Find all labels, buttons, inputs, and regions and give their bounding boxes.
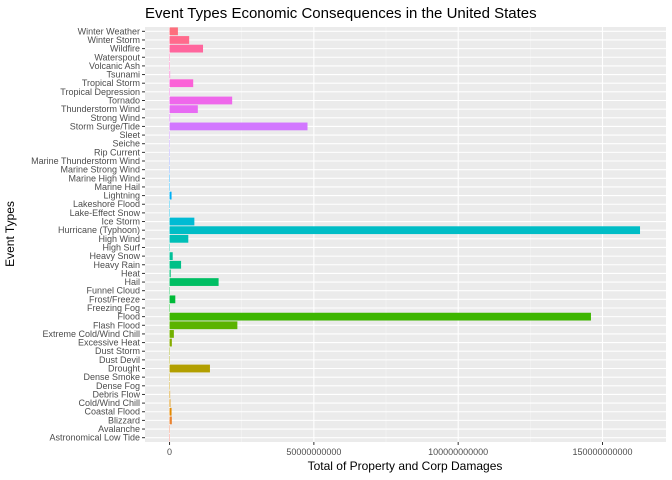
bar-wildfire — [169, 44, 204, 53]
y-tick-label: Heavy Rain — [93, 260, 140, 270]
y-tick-label: Freezing Fog — [87, 303, 140, 313]
y-tick-label: Marine High Wind — [68, 173, 140, 183]
bar-winter-storm — [169, 36, 190, 44]
bar-flood — [169, 312, 591, 321]
bar-lightning — [169, 191, 172, 200]
y-tick-label: Strong Wind — [90, 113, 140, 123]
y-tick-label: Wildfire — [110, 44, 140, 54]
y-tick-label: Heavy Snow — [89, 251, 140, 261]
y-tick-label: Frost/Freeze — [89, 294, 140, 304]
bar-tornado — [169, 96, 233, 105]
bar-hail — [169, 278, 219, 286]
y-tick-label: Marine Strong Wind — [60, 165, 140, 175]
y-tick-label: High Wind — [98, 234, 140, 244]
bar-drought — [169, 364, 210, 373]
y-tick-label: Seiche — [112, 139, 140, 149]
y-tick-label: Extreme Cold/Wind Chill — [42, 329, 140, 339]
x-tick-label: 100000000000 — [428, 447, 488, 457]
bar-tsunami — [169, 70, 171, 79]
bar-extreme-cold-wind-chill — [169, 330, 174, 338]
bar-storm-surge-tide — [169, 122, 308, 131]
y-tick-label: Astronomical Low Tide — [49, 433, 140, 443]
x-tick-label: 0 — [167, 447, 172, 457]
y-tick-label: Tsunami — [106, 70, 140, 80]
y-tick-label: Tropical Depression — [60, 87, 140, 97]
x-axis-title: Total of Property and Corp Damages — [308, 459, 503, 473]
bar-strong-wind — [169, 113, 171, 122]
bar-blizzard — [169, 416, 172, 425]
gridlines — [145, 27, 666, 442]
y-tick-label: Lakeshore Flood — [73, 199, 140, 209]
y-tick-label: Rip Current — [94, 147, 141, 157]
y-tick-label: Lightning — [103, 191, 140, 201]
bar-heavy-rain — [169, 260, 182, 269]
bar-heavy-snow — [169, 252, 173, 261]
y-tick-label: Marine Hail — [94, 182, 140, 192]
bar-excessive-heat — [169, 338, 172, 347]
y-tick-label: Cold/Wind Chill — [78, 398, 140, 408]
x-axis: 0 50000000000 100000000000 150000000000 — [167, 442, 633, 457]
bar-heat — [169, 269, 171, 278]
y-tick-label: Tropical Storm — [82, 78, 140, 88]
y-tick-label: Ice Storm — [101, 217, 140, 227]
bar-debris-flow — [169, 390, 171, 399]
y-tick-label: Hurricane (Typhoon) — [58, 225, 140, 235]
y-tick-label: Lake-Effect Snow — [70, 208, 141, 218]
y-tick-label: Blizzard — [108, 415, 140, 425]
chart-title: Event Types Economic Consequences in the… — [145, 5, 537, 22]
y-tick-label: Debris Flow — [92, 389, 140, 399]
bar-ice-storm — [169, 217, 195, 226]
bar-hurricane-typhoon- — [169, 226, 641, 235]
y-tick-label: High Surf — [102, 242, 140, 252]
bar-tropical-storm — [169, 79, 194, 88]
y-tick-label: Storm Surge/Tide — [70, 121, 140, 131]
bar-flash-flood — [169, 321, 238, 330]
y-axis-title: Event Types — [3, 201, 17, 267]
y-tick-label: Volcanic Ash — [89, 61, 140, 71]
bars — [169, 27, 641, 442]
y-tick-label: Funnel Cloud — [86, 286, 140, 296]
y-tick-label: Tornado — [107, 95, 140, 105]
y-tick-label: Winter Weather — [78, 26, 140, 36]
y-tick-label: Dust Storm — [95, 346, 140, 356]
y-tick-label: Drought — [108, 364, 141, 374]
y-tick-label: Dense Smoke — [83, 372, 140, 382]
y-tick-label: Coastal Flood — [84, 407, 140, 417]
y-tick-label: Flash Flood — [93, 320, 140, 330]
bar-frost-freeze — [169, 295, 176, 304]
y-tick-label: Dust Devil — [99, 355, 140, 365]
y-axis: Astronomical Low TideAvalancheBlizzardCo… — [31, 26, 145, 443]
y-tick-label: Hail — [124, 277, 140, 287]
bar-cold-wind-chill — [169, 399, 171, 407]
y-tick-label: Winter Storm — [87, 35, 140, 45]
bar-coastal-flood — [169, 407, 172, 416]
y-tick-label: Thunderstorm Wind — [61, 104, 140, 114]
y-tick-label: Excessive Heat — [78, 338, 141, 348]
y-tick-label: Waterspout — [94, 52, 140, 62]
y-tick-label: Dense Fog — [96, 381, 140, 391]
y-tick-label: Marine Thunderstorm Wind — [31, 156, 140, 166]
y-tick-label: Heat — [121, 268, 141, 278]
x-tick-label: 50000000000 — [286, 447, 341, 457]
x-tick-label: 150000000000 — [572, 447, 632, 457]
bar-thunderstorm-wind — [169, 105, 198, 114]
bar-high-wind — [169, 234, 189, 243]
y-tick-label: Sleet — [119, 130, 140, 140]
y-tick-label: Flood — [117, 312, 140, 322]
bar-winter-weather — [169, 27, 178, 36]
y-tick-label: Avalanche — [98, 424, 140, 434]
plot-panel — [145, 27, 666, 442]
